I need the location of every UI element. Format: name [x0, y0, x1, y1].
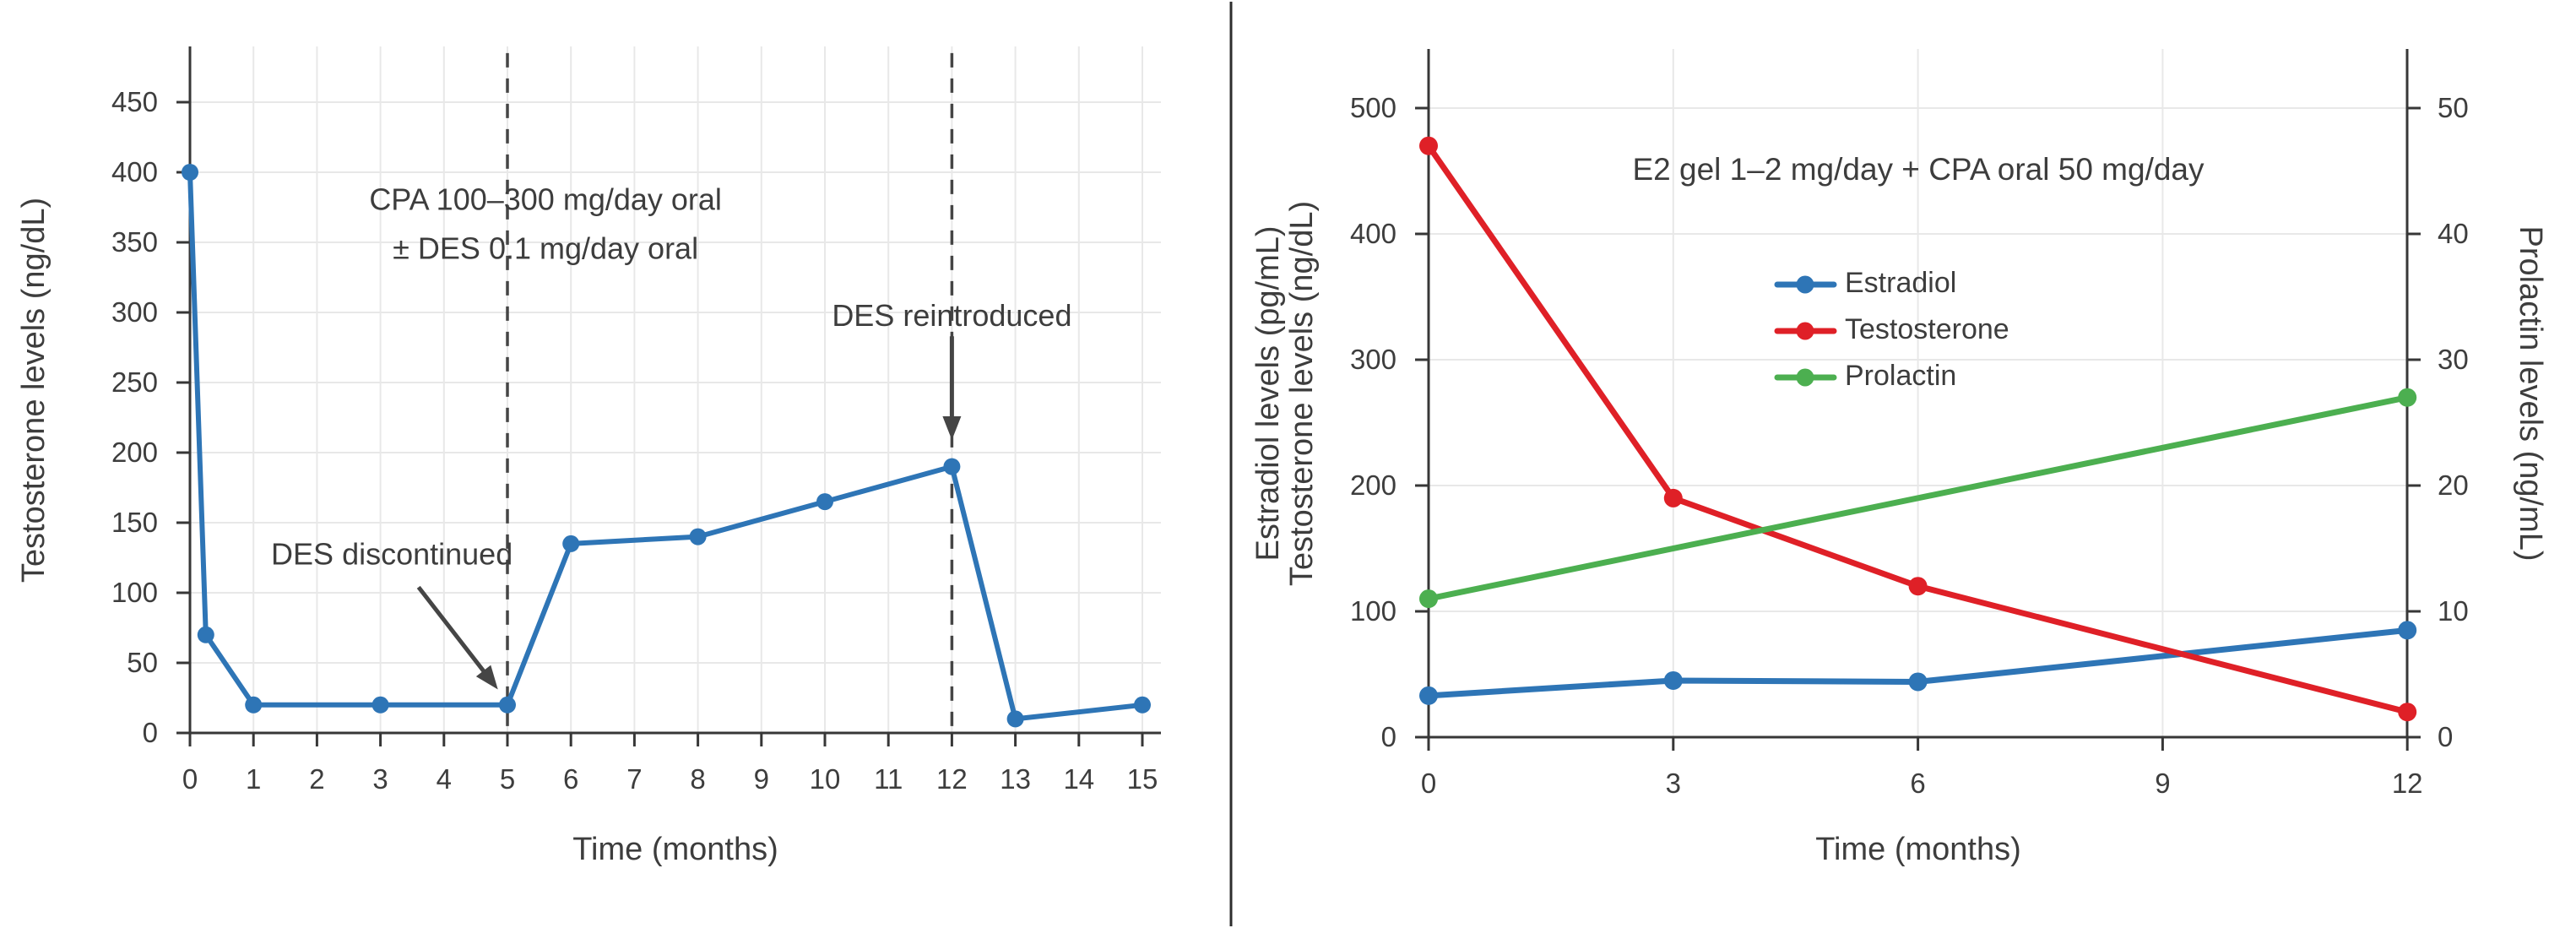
y-tick-label: 400 [111, 156, 158, 187]
x-tick-label: 4 [437, 763, 452, 795]
legend-marker [1796, 368, 1814, 387]
data-point [1663, 670, 1683, 690]
series-testosterone [1419, 136, 2417, 722]
data-point [1419, 686, 1438, 705]
chart-panel-1: 0 1 2 3 4 5 6 7 8 9 10 11 12 13 14 15050100150200250300… [16, 46, 1161, 867]
right-y-tick-label: 0 [2438, 721, 2453, 752]
data-point [816, 493, 833, 511]
right-y-tick-label: 30 [2438, 344, 2469, 375]
x-tick-label: 8 [690, 763, 705, 795]
data-point [2398, 621, 2417, 640]
x-tick-label: 3 [372, 763, 388, 795]
chart-title: E2 gel 1–2 mg/day + CPA oral 50 mg/day [1632, 152, 2205, 187]
data-point [1663, 488, 1683, 507]
annotation-arrow-shaft [416, 585, 489, 676]
annotation-text: DES reintroduced [832, 298, 1071, 333]
x-tick-label: 0 [182, 763, 198, 795]
data-point [1908, 672, 1928, 692]
right-y-tick-label: 10 [2438, 595, 2469, 627]
y-tick-label: 100 [1350, 595, 1396, 627]
y-tick-label: 250 [111, 366, 158, 398]
x-tick-label: 5 [500, 763, 515, 795]
data-point [245, 696, 263, 714]
y-tick-label: 300 [1350, 344, 1396, 375]
right-y-axis-label: Prolactin levels (ng/mL) [2513, 225, 2548, 561]
annotation-arrow-head [475, 665, 498, 690]
annotation-text: CPA 100–300 mg/day oral [369, 182, 722, 216]
series-line-prolactin [1425, 394, 2411, 602]
y-tick-label: 200 [1350, 469, 1396, 501]
x-tick-label: 11 [874, 763, 903, 795]
y-tick-label: 50 [127, 647, 158, 678]
data-point [1134, 696, 1151, 714]
legend-label: Testosterone [1845, 313, 2009, 345]
data-point [371, 696, 389, 714]
data-point [499, 696, 516, 714]
data-point [197, 626, 214, 643]
x-tick-label: 7 [626, 763, 642, 795]
x-tick-label: 13 [1000, 763, 1031, 795]
data-point [182, 164, 198, 181]
x-tick-label: 2 [309, 763, 324, 795]
y-axis-label: Testosterone levels (ng/dL) [16, 198, 52, 583]
x-tick-label: 14 [1063, 763, 1094, 795]
y-tick-label: 350 [111, 226, 158, 258]
data-point [562, 535, 580, 552]
x-tick-label: 15 [1127, 763, 1158, 795]
chart-panel-2: 0 3 6 9 12 0 100 200 300 400 500 0 10 20 30 40 50 Time (m… [1250, 49, 2548, 867]
x-tick-label: 1 [246, 763, 261, 795]
legend-marker [1796, 275, 1814, 294]
y-tick-label: 400 [1350, 218, 1396, 249]
series-line-testosterone [1425, 143, 2411, 715]
y-tick-label: 150 [111, 507, 158, 538]
data-point [1006, 710, 1024, 728]
y-tick-label: 0 [143, 717, 158, 748]
legend-label: Prolactin [1845, 360, 1956, 392]
series-testosterone [182, 164, 1151, 728]
x-tick-label: 9 [2155, 768, 2170, 799]
right-y-tick-label: 50 [2438, 92, 2469, 123]
data-point [2398, 703, 2417, 722]
x-axis-label: Time (months) [572, 832, 778, 867]
legend: Estradiol Testosterone Prolactin [1774, 267, 2009, 392]
gridlines [190, 46, 1161, 733]
x-tick-label: 6 [1910, 768, 1925, 799]
series-line-estradiol [1425, 627, 2411, 699]
data-point [943, 458, 961, 475]
right-y-tick-label: 20 [2438, 469, 2469, 501]
y-axis-label: Estradiol levels (pg/mL) [1250, 225, 1286, 561]
series-prolactin [1419, 388, 2417, 609]
legend-label: Estradiol [1845, 267, 1956, 299]
x-tick-label: 6 [563, 763, 578, 795]
data-point [1419, 136, 1438, 155]
x-tick-label: 0 [1421, 768, 1436, 799]
data-point [689, 528, 707, 545]
y-tick-label: 500 [1350, 92, 1396, 123]
annotation-arrow-head [942, 416, 962, 441]
data-point [1908, 577, 1928, 596]
y-axis-label: Testosterone levels (ng/dL) [1284, 201, 1320, 586]
annotation-text: DES discontinued [271, 536, 512, 571]
data-point [2398, 388, 2417, 407]
data-point [1419, 589, 1438, 609]
y-tick-label: 0 [1381, 721, 1396, 752]
series-estradiol [1419, 621, 2417, 705]
y-tick-label: 100 [111, 577, 158, 608]
y-tick-label: 450 [111, 86, 158, 117]
x-axis-label: Time (months) [1815, 832, 2021, 867]
gridlines [1429, 49, 2407, 737]
annotation-text: ± DES 0.1 mg/day oral [393, 231, 698, 265]
x-tick-label: 10 [810, 763, 841, 795]
y-tick-label: 300 [111, 296, 158, 328]
legend-marker [1796, 322, 1814, 340]
x-tick-label: 9 [754, 763, 769, 795]
y-tick-label: 200 [111, 437, 158, 468]
x-tick-label: 12 [2392, 768, 2423, 799]
right-y-tick-label: 40 [2438, 218, 2469, 249]
x-tick-label: 3 [1666, 768, 1681, 799]
x-tick-label: 12 [936, 763, 968, 795]
